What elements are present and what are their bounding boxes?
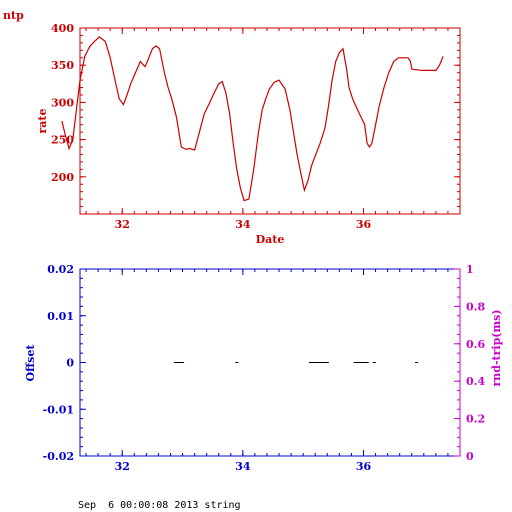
rate-x-tick-label: 34: [235, 218, 251, 231]
rate-x-tick-label: 36: [356, 218, 372, 231]
rate-y-tick-label: 400: [51, 22, 74, 35]
roundtrip-y-tick-label: 0: [466, 450, 474, 463]
rate-y-tick-label: 200: [51, 171, 74, 184]
rate-y-tick-label: 250: [51, 134, 74, 147]
roundtrip-y-tick-label: 1: [466, 263, 474, 276]
rate-plot-frame: [79, 27, 461, 215]
roundtrip-y-tick-label: 0.8: [466, 300, 485, 313]
roundtrip-y-tick-label: 0.2: [466, 413, 485, 426]
offset-chart: 32 34 36 -0.02 -0.01 0 0.01 0.02 0 0.2 0.4 0.6 0.8…: [24, 263, 503, 473]
rate-y-tick-label: 300: [51, 96, 74, 109]
rate-y-tick-label: 350: [51, 59, 74, 72]
offset-y-tick-label: -0.01: [43, 403, 74, 416]
rate-x-tick-label: 32: [115, 218, 130, 231]
offset-x-tick-label: 32: [115, 460, 130, 473]
offset-plot-frame: [79, 268, 461, 457]
offset-x-tick-label: 36: [356, 460, 372, 473]
rate-x-axis-label: Date: [256, 233, 285, 246]
roundtrip-y-tick-label: 0.4: [466, 375, 485, 388]
roundtrip-y-tick-label: 0.6: [466, 338, 485, 351]
offset-y-tick-label: -0.02: [43, 450, 74, 463]
offset-y-tick-label: 0: [66, 357, 74, 370]
offset-y-tick-label: 0.01: [47, 310, 74, 323]
footer-timestamp: Sep 6 00:00:08 2013 string: [78, 500, 241, 511]
rate-y-axis-label: rate: [36, 108, 49, 133]
offset-y-axis-label: Offset: [24, 344, 37, 382]
roundtrip-y-axis-label: rnd-trip(ms): [490, 309, 503, 386]
offset-y-tick-label: 0.02: [47, 263, 74, 276]
corner-label: ntp: [3, 9, 24, 22]
offset-x-tick-label: 34: [235, 460, 251, 473]
rate-chart: 32 34 36 200 250 300 350 400 Date rate: [36, 22, 461, 246]
rate-series-line: [61, 36, 444, 202]
